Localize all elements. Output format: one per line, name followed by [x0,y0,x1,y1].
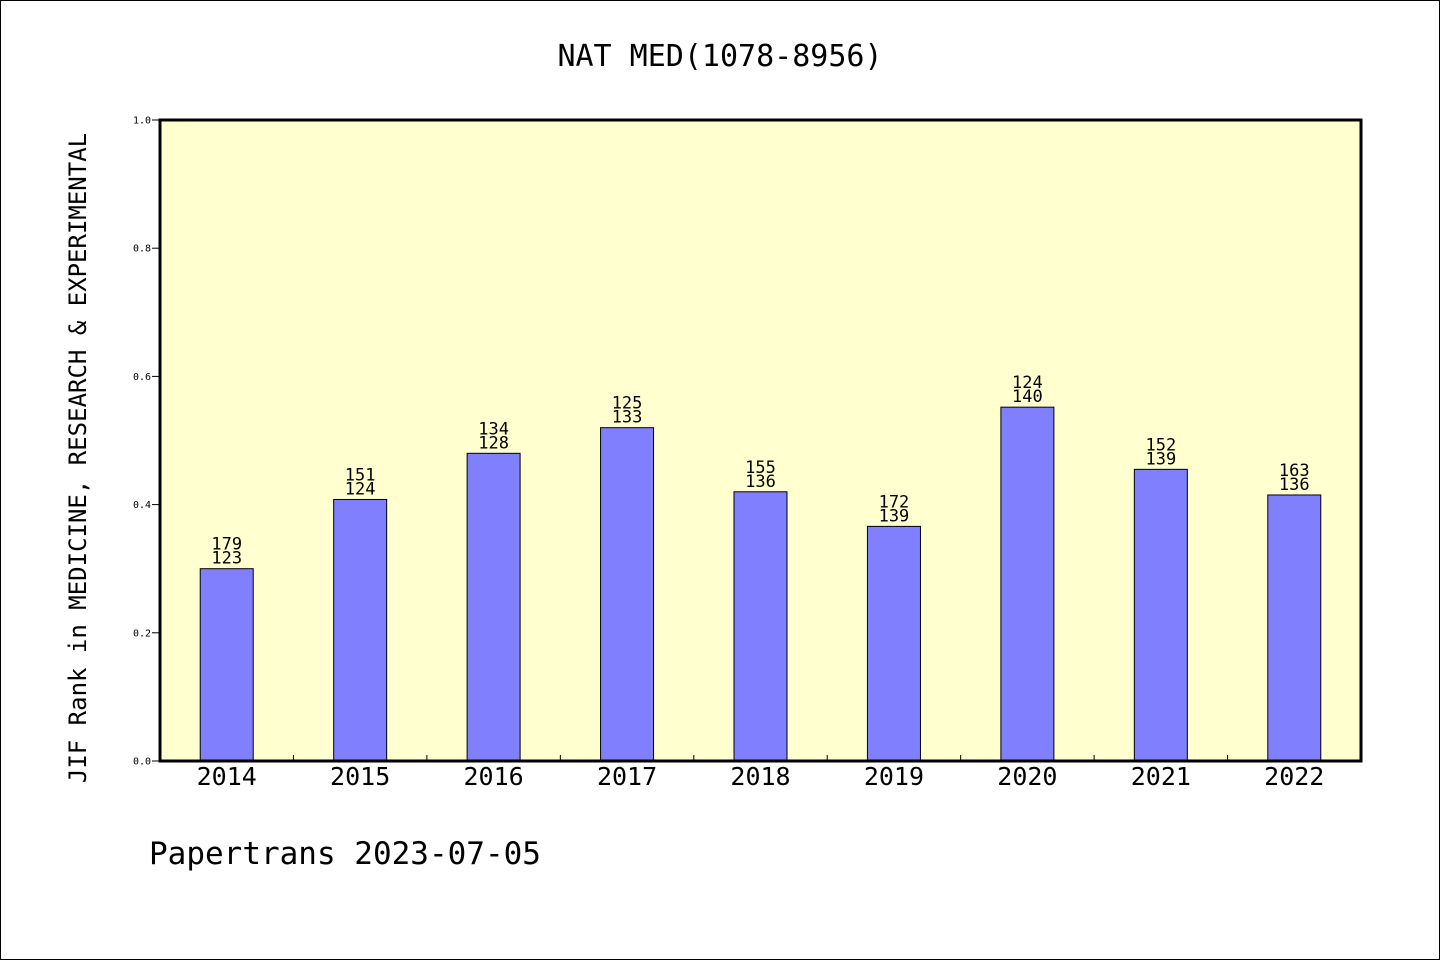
y-tick-label: 0.0 [133,757,151,768]
x-tick-label: 2015 [330,762,390,791]
y-tick-label: 0.4 [133,500,151,511]
bar-label-top: 163 [1279,461,1310,481]
data-labels: 1791231511241341281251331551361721391241… [211,373,1309,569]
x-tick-label: 2014 [197,762,257,791]
x-tick-label: 2018 [730,762,790,791]
bar-label-top: 179 [211,535,242,555]
y-tick-label: 0.2 [133,628,151,639]
bar-label-bottom: 139 [879,506,910,526]
bar-2015 [333,498,388,762]
bar-label-top: 152 [1145,435,1176,455]
y-tick-label: 0.6 [133,372,151,383]
bar-label-top: 125 [612,394,643,414]
chart-title: NAT MED(1078-8956) [557,39,882,74]
bar-label-bottom: 139 [1145,449,1176,469]
bar-2019 [866,525,921,762]
bar-label-bottom: 123 [211,549,242,569]
bar-label-top: 124 [1012,373,1043,393]
x-tick-label: 2017 [597,762,657,791]
y-tick-label: 1.0 [133,116,151,127]
bar-2017 [600,427,655,762]
plot-border [158,118,1363,763]
bar-label-bottom: 124 [345,479,376,499]
bar-label-top: 151 [345,465,376,485]
x-tick-label: 2021 [1131,762,1191,791]
bar-label-bottom: 136 [1279,475,1310,495]
x-tick-label: 2022 [1264,762,1324,791]
bars [199,406,1322,762]
x-tick-labels: 2014 2015 2016 2017 2018 2019 2020 2021 2022 [197,762,1325,791]
y-tick-label: 0.8 [133,244,151,255]
x-tick-label: 2020 [997,762,1057,791]
bar-label-bottom: 140 [1012,387,1043,407]
bar-2022 [1267,494,1322,762]
bar-2021 [1133,468,1188,762]
bar-label-bottom: 133 [612,408,643,428]
bar-label-top: 172 [879,492,910,512]
bar-label-top: 134 [478,419,509,439]
bar-2014 [199,568,254,762]
x-tick-label: 2016 [464,762,524,791]
bar-2016 [466,452,521,762]
bar-label-bottom: 128 [478,433,509,453]
bar-label-top: 155 [745,458,776,478]
x-tick-label: 2019 [864,762,924,791]
bar-2018 [733,491,788,762]
bar-label-bottom: 136 [745,472,776,492]
footer-credit: Papertrans 2023-07-05 [149,836,541,872]
bar-2020 [1000,406,1055,762]
y-axis-label: JIF Rank in MEDICINE, RESEARCH & EXPERIM… [64,133,92,783]
